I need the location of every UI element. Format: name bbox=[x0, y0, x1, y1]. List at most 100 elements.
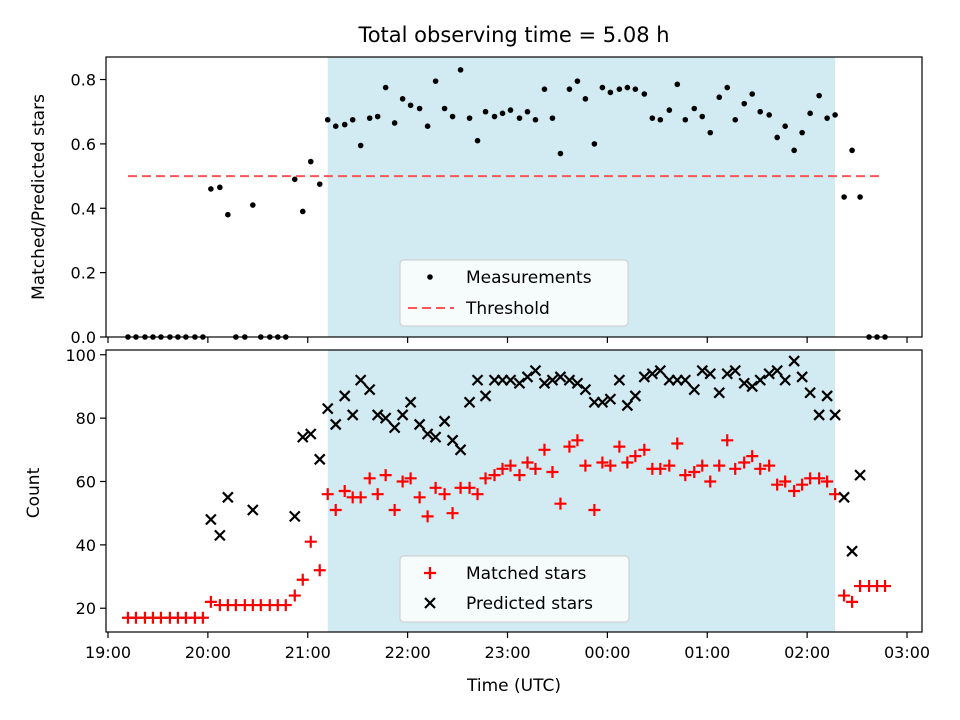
measurement-point bbox=[407, 102, 414, 109]
measurement-point bbox=[324, 116, 331, 123]
matched-star-point bbox=[488, 469, 501, 482]
measurement-point bbox=[449, 113, 456, 120]
predicted-star-point bbox=[729, 364, 742, 377]
measurement-point bbox=[291, 176, 298, 183]
predicted-star-point bbox=[646, 367, 659, 380]
matched-star-point bbox=[638, 443, 651, 456]
predicted-star-point bbox=[454, 444, 467, 456]
predicted-star-point bbox=[721, 367, 734, 380]
measurement-point bbox=[757, 108, 763, 115]
predicted-star-point bbox=[604, 393, 617, 405]
bottom-y-label: Count bbox=[24, 467, 44, 518]
bottom-x-tick-label: 02:00 bbox=[784, 643, 830, 662]
predicted-star-point bbox=[546, 374, 559, 386]
predicted-star-point bbox=[538, 377, 551, 390]
predicted-star-point bbox=[638, 371, 651, 383]
predicted-star-point bbox=[438, 415, 451, 428]
measurement-point bbox=[208, 186, 214, 192]
top-y-tick-label: 0.2 bbox=[71, 264, 96, 283]
matched-star-point bbox=[579, 459, 592, 472]
measurement-point bbox=[391, 120, 398, 126]
measurement-point bbox=[716, 94, 723, 101]
measurement-point bbox=[674, 81, 681, 88]
matched-star-point bbox=[779, 475, 792, 488]
predicted-star-point bbox=[304, 428, 317, 440]
measurement-point bbox=[557, 150, 564, 157]
matched-star-point bbox=[621, 456, 634, 469]
matched-star-point bbox=[671, 437, 684, 450]
legend-measurements-marker bbox=[427, 274, 433, 280]
predicted-star-point bbox=[613, 374, 626, 386]
measurement-point bbox=[516, 115, 523, 121]
matched-star-point bbox=[288, 589, 301, 602]
measurement-point bbox=[849, 147, 855, 154]
predicted-star-point bbox=[471, 374, 484, 386]
predicted-star-point bbox=[796, 371, 808, 383]
measurement-point bbox=[641, 91, 648, 97]
matched-star-point bbox=[713, 459, 726, 472]
predicted-star-point bbox=[379, 412, 392, 424]
predicted-star-point bbox=[771, 364, 783, 377]
matched-star-point bbox=[313, 564, 326, 577]
matched-star-point bbox=[321, 488, 334, 501]
top-y-tick-label: 0.4 bbox=[71, 199, 96, 218]
bottom-legend: Matched stars Predicted stars bbox=[399, 555, 630, 623]
matched-star-point bbox=[754, 462, 767, 475]
top-legend: Measurements Threshold bbox=[399, 259, 629, 327]
bottom-y-axis: 20 40 60 80 100 bbox=[65, 346, 106, 618]
matched-star-point bbox=[596, 456, 609, 469]
matched-star-point bbox=[338, 485, 351, 497]
predicted-star-point bbox=[688, 383, 701, 396]
matched-star-point bbox=[563, 440, 576, 453]
predicted-star-point bbox=[247, 504, 259, 516]
predicted-star-point bbox=[346, 409, 359, 421]
top-y-tick-label: 0.0 bbox=[71, 328, 96, 347]
predicted-star-point bbox=[779, 374, 791, 386]
measurement-point bbox=[616, 86, 623, 92]
predicted-star-point bbox=[329, 418, 342, 431]
predicted-star-point bbox=[696, 364, 709, 377]
predicted-star-point bbox=[421, 428, 434, 440]
measurement-point bbox=[474, 137, 481, 144]
matched-star-point bbox=[529, 462, 542, 475]
matched-star-points bbox=[121, 434, 892, 624]
matched-star-point bbox=[371, 488, 384, 501]
legend-predicted-label: Predicted stars bbox=[466, 594, 593, 614]
measurement-point bbox=[699, 113, 706, 120]
measurement-point bbox=[316, 181, 323, 187]
matched-star-point bbox=[354, 491, 367, 504]
bottom-axes-frame bbox=[105, 349, 923, 633]
top-y-axis: 0.0 0.2 0.4 0.6 0.8 bbox=[71, 71, 106, 347]
predicted-star-point bbox=[679, 374, 692, 386]
measurement-point bbox=[816, 92, 822, 99]
predicted-star-point bbox=[338, 390, 351, 402]
matched-star-point bbox=[413, 491, 426, 504]
measurement-point bbox=[225, 211, 231, 218]
measurement-point bbox=[432, 78, 439, 84]
matched-star-point bbox=[796, 478, 809, 491]
measurement-point bbox=[441, 105, 448, 112]
bottom-panel: 20 40 60 80 100 19:00 20:00 21:00 22:00 23:00 00:… bbox=[24, 346, 930, 696]
measurement-point bbox=[774, 134, 780, 141]
legend-matched-marker bbox=[424, 567, 436, 579]
matched-star-point bbox=[521, 456, 534, 469]
predicted-star-point bbox=[788, 355, 800, 367]
matched-star-point bbox=[629, 450, 642, 463]
top-legend-box bbox=[399, 259, 629, 327]
matched-star-point bbox=[588, 504, 601, 517]
measurement-point bbox=[832, 112, 838, 118]
matched-star-point bbox=[813, 472, 826, 485]
top-y-label: Matched/Predicted stars bbox=[29, 94, 49, 300]
top-y-tick-label: 0.8 bbox=[71, 71, 96, 90]
predicted-star-point bbox=[296, 431, 309, 443]
measurement-point bbox=[824, 115, 830, 121]
matched-star-point bbox=[679, 469, 692, 482]
measurement-point bbox=[657, 116, 664, 123]
measurement-point bbox=[574, 78, 581, 84]
matched-star-point bbox=[363, 472, 376, 485]
predicted-star-point bbox=[404, 396, 417, 409]
measurement-point bbox=[349, 116, 356, 123]
predicted-star-point bbox=[446, 434, 459, 447]
matched-star-point bbox=[763, 459, 776, 472]
bottom-x-tick-label: 23:00 bbox=[484, 643, 530, 662]
